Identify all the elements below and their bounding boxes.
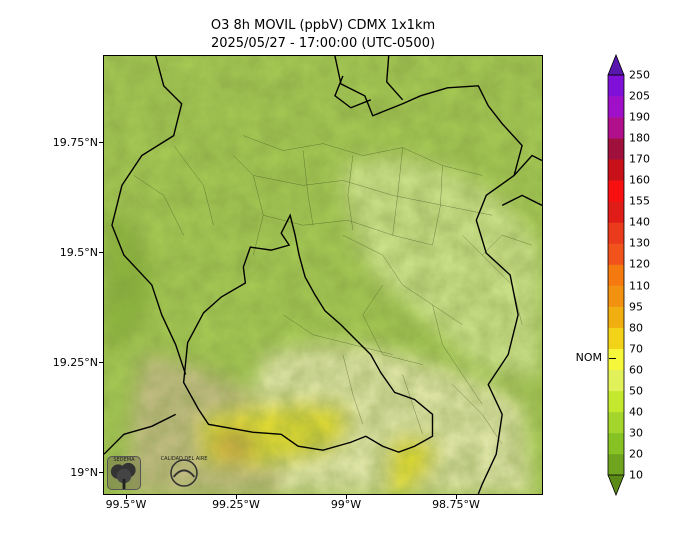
map-subtitle: 2025/05/27 - 17:00:00 (UTC-0500) [210,36,436,51]
state-boundary-north [334,56,404,109]
lon-label-99: 99°W [330,498,362,511]
colorbar-tick-label: 190 [629,110,650,124]
terrain-shading [104,56,542,494]
lon-tick [236,495,237,499]
colorbar [607,53,625,497]
colorbar-tick-label: 20 [629,447,643,461]
colorbar-segment [608,222,624,244]
lat-label-19-5: 19.5°N [59,246,98,259]
colorbar-segment [608,327,624,349]
colorbar-extend-low [607,474,625,497]
colorbar-segment [608,159,624,181]
colorbar-segment [608,75,624,97]
air-quality-emblem-icon [170,459,198,487]
colorbar-tick-label: 205 [629,89,650,103]
colorbar-tick-label: 30 [629,426,643,440]
colorbar-tick-label: 120 [629,257,650,271]
colorbar-segment [608,369,624,392]
colorbar-extend-high [607,53,625,76]
colorbar-tick-label: 170 [629,152,650,166]
lon-tick [456,495,457,499]
colorbar-segment [608,117,624,139]
lat-tick [99,142,103,143]
air-quality-logo: CALIDAD DEL AIRE [158,456,210,490]
state-boundary-east [501,154,542,206]
colorbar-segment [608,180,624,202]
lat-tick [99,362,103,363]
colorbar-tick-label: 130 [629,236,650,250]
lat-label-19-75: 19.75°N [52,136,98,149]
colorbar-tick-label: 140 [629,215,650,229]
municipal-boundaries [133,135,533,445]
colorbar-tick-label: 160 [629,173,650,187]
colorbar-tick-label: 250 [629,68,650,82]
lon-tick [346,495,347,499]
lon-label-98-75: 98.75°W [432,498,480,511]
ozone-map [104,56,542,494]
colorbar-segment [608,285,624,307]
colorbar-segment [608,390,624,413]
colorbar-segment [608,306,624,328]
colorbar-tick-label: 60 [629,363,643,377]
colorbar-segment [608,348,624,371]
lat-label-19-25: 19.25°N [52,356,98,369]
colorbar-tick-label: 110 [629,279,650,293]
colorbar-segment [608,201,624,223]
colorbar-tick-label: 95 [629,300,643,314]
air-quality-logo-text: CALIDAD DEL AIRE [160,456,208,462]
colorbar-segment [608,432,624,455]
lon-label-99-25: 99.25°W [212,498,260,511]
colorbar-segment [608,96,624,118]
cdmx-boundary [182,213,434,453]
colorbar-tick-label: 70 [629,342,643,356]
colorbar-segment [608,243,624,265]
lat-tick [99,252,103,253]
lat-tick [99,472,103,473]
sedema-logo: SEDEMA [107,456,141,490]
map-area[interactable]: SEDEMA CALIDAD DEL AIRE [103,55,543,495]
colorbar-tick-label: 180 [629,131,650,145]
colorbar-tick-label: 10 [629,468,643,482]
colorbar-tick-label: 155 [629,194,650,208]
colorbar-segment [608,138,624,160]
lon-tick [126,495,127,499]
colorbar-tick-label: 50 [629,384,643,398]
colorbar-segment [608,264,624,286]
colorbar-tick-label: 80 [629,321,643,335]
nom-tick [609,358,616,359]
colorbar-outline [607,74,625,476]
lon-label-99-5: 99.5°W [105,498,147,511]
map-title: O3 8h MOVIL (ppbV) CDMX 1x1km [210,18,436,33]
colorbar-svg [607,53,625,497]
colorbar-segment [608,411,624,434]
colorbar-tick-label: 40 [629,405,643,419]
lat-label-19: 19°N [70,466,98,479]
colorbar-segment [608,453,624,476]
sedema-logo-text: SEDEMA [113,457,135,463]
nom-label: NOM [575,351,602,364]
tree-icon [110,462,136,490]
